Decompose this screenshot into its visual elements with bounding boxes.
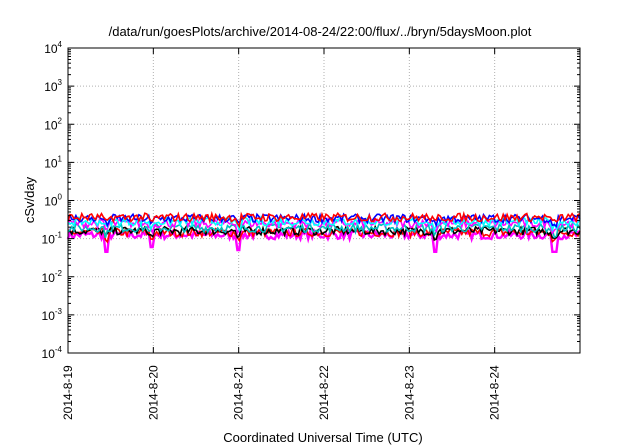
y-tick-label: 10-3 bbox=[42, 307, 63, 323]
x-tick-label: 2014-8-20 bbox=[146, 365, 160, 420]
y-tick-label: 10-1 bbox=[42, 231, 63, 247]
y-tick-exponent: -3 bbox=[55, 307, 63, 316]
y-tick-label: 103 bbox=[44, 78, 62, 94]
y-tick-base: 10 bbox=[42, 271, 56, 285]
x-tick-label: 2014-8-23 bbox=[402, 365, 416, 420]
y-tick-label: 102 bbox=[44, 116, 62, 132]
y-tick-label: 10-4 bbox=[42, 345, 63, 361]
series-layer bbox=[66, 210, 581, 253]
y-tick-label: 101 bbox=[44, 154, 62, 170]
x-tick-label: 2014-8-24 bbox=[488, 365, 502, 420]
y-tick-exponent: -4 bbox=[55, 345, 63, 354]
y-tick-base: 10 bbox=[44, 195, 58, 209]
x-tick-label: 2014-8-21 bbox=[232, 365, 246, 420]
y-tick-base: 10 bbox=[44, 80, 58, 94]
y-tick-exponent: 3 bbox=[58, 78, 63, 87]
y-tick-base: 10 bbox=[44, 156, 58, 170]
x-axis-ticks: 2014-8-19 2014-8-20 2014-8-21 2014-8-22 2014… bbox=[61, 48, 502, 420]
y-tick-base: 10 bbox=[44, 42, 58, 56]
series-line-7 bbox=[67, 210, 581, 229]
y-tick-exponent: 4 bbox=[58, 40, 63, 49]
y-tick-label: 104 bbox=[44, 40, 62, 56]
y-tick-base: 10 bbox=[42, 347, 56, 361]
chart-title: /data/run/goesPlots/archive/2014-08-24/2… bbox=[109, 24, 532, 39]
y-tick-exponent: -1 bbox=[55, 231, 63, 240]
y-tick-label: 100 bbox=[44, 193, 62, 209]
y-tick-exponent: -2 bbox=[55, 269, 63, 278]
x-tick-label: 2014-8-19 bbox=[61, 365, 75, 420]
y-tick-base: 10 bbox=[42, 233, 56, 247]
y-tick-base: 10 bbox=[42, 309, 56, 323]
y-axis-label: cSv/day bbox=[22, 176, 37, 223]
y-tick-label: 10-2 bbox=[42, 269, 63, 285]
y-tick-exponent: 1 bbox=[58, 154, 63, 163]
series-line-2 bbox=[67, 223, 581, 242]
x-axis-label: Coordinated Universal Time (UTC) bbox=[223, 430, 422, 445]
x-tick-label: 2014-8-22 bbox=[317, 365, 331, 420]
y-tick-base: 10 bbox=[44, 118, 58, 132]
grid-lines bbox=[68, 48, 580, 353]
y-tick-exponent: 2 bbox=[58, 116, 63, 125]
y-tick-exponent: 0 bbox=[58, 193, 63, 202]
